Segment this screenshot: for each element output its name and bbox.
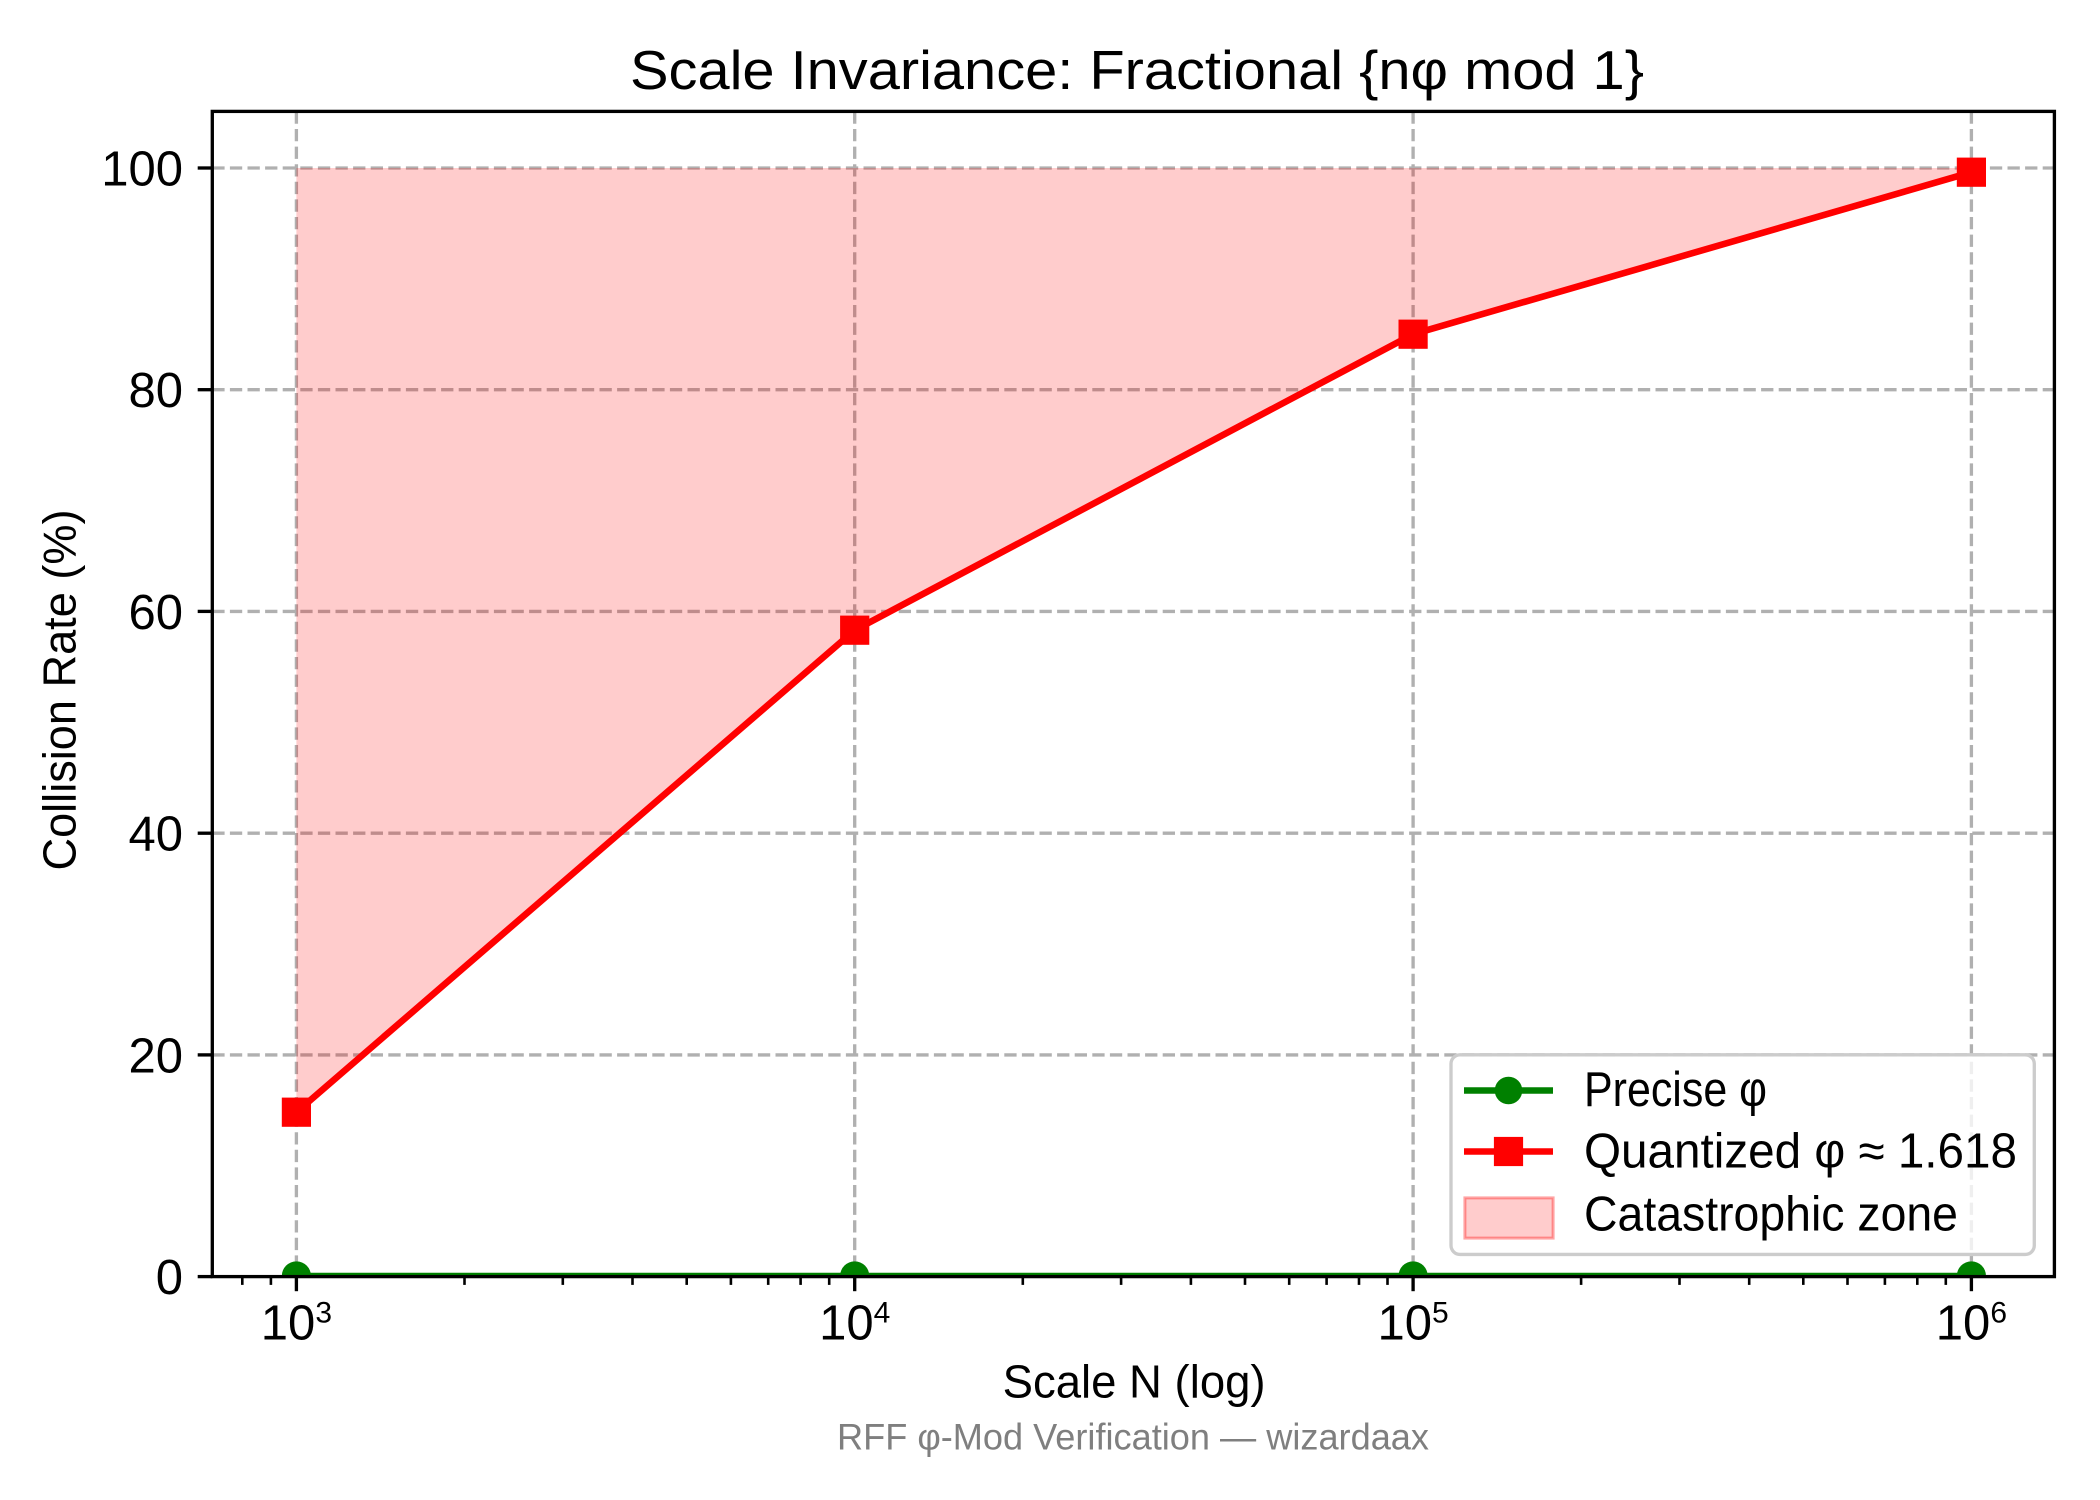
svg-text:Scale N (log): Scale N (log) — [1003, 1355, 1266, 1407]
svg-text:60: 60 — [128, 586, 183, 640]
svg-text:Scale Invariance: Fractional {: Scale Invariance: Fractional {nφ mod 1} — [630, 40, 1644, 101]
svg-text:Precise φ: Precise φ — [1584, 1063, 1767, 1117]
svg-text:Collision Rate (%): Collision Rate (%) — [34, 510, 86, 871]
svg-text:0: 0 — [156, 1251, 183, 1305]
svg-text:RFF φ-Mod Verification — wizar: RFF φ-Mod Verification — wizardaax — [837, 1417, 1429, 1458]
svg-text:20: 20 — [128, 1029, 183, 1083]
svg-text:40: 40 — [128, 808, 183, 862]
svg-text:80: 80 — [128, 364, 183, 418]
svg-text:Quantized φ ≈ 1.618: Quantized φ ≈ 1.618 — [1584, 1124, 2017, 1178]
svg-text:100: 100 — [101, 143, 183, 197]
svg-text:106: 106 — [1936, 1297, 2007, 1351]
svg-text:Catastrophic zone: Catastrophic zone — [1584, 1188, 1958, 1242]
